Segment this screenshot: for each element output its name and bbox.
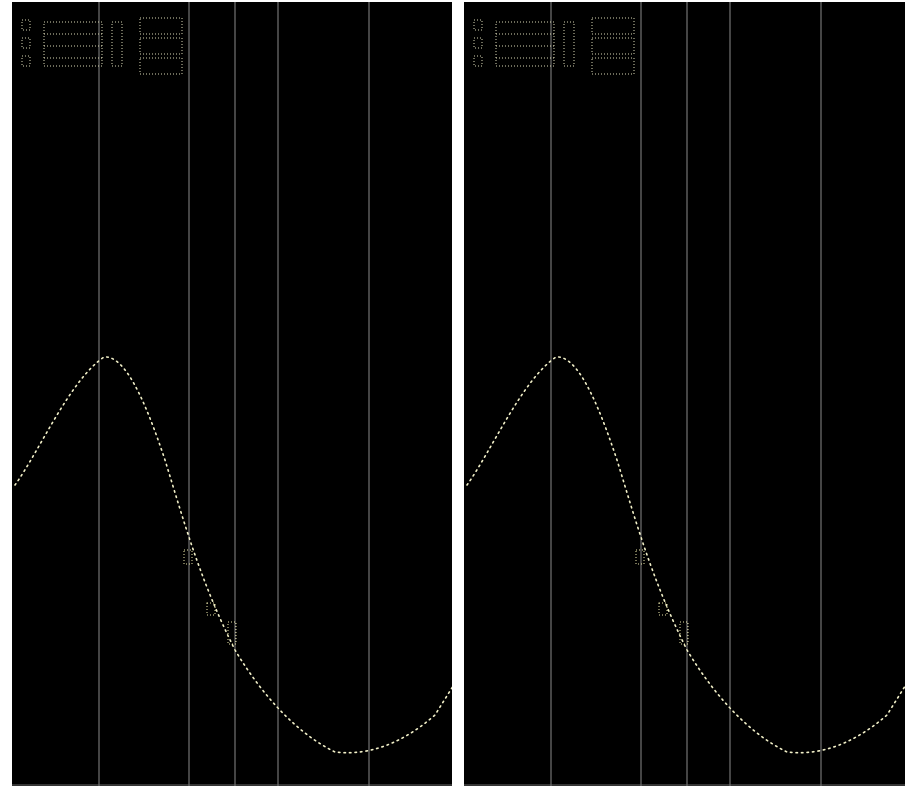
right-marker-3 bbox=[679, 621, 689, 645]
oscilloscope-screen-right bbox=[452, 0, 905, 788]
right-marker-2 bbox=[658, 602, 668, 616]
left-waveform-trace bbox=[14, 356, 453, 754]
right-marker-1 bbox=[635, 549, 645, 565]
oscilloscope-screen-left bbox=[12, 2, 453, 786]
left-marker-2 bbox=[206, 602, 216, 616]
left-measurement-readout bbox=[20, 16, 190, 78]
left-marker-3 bbox=[227, 621, 237, 645]
right-waveform-plot bbox=[452, 0, 905, 788]
right-waveform-trace bbox=[466, 356, 905, 754]
measurement-readout-icon bbox=[473, 17, 635, 75]
left-marker-1 bbox=[183, 549, 193, 565]
measurement-readout-icon bbox=[21, 17, 183, 75]
right-measurement-readout bbox=[472, 16, 642, 78]
right-screen-background bbox=[464, 2, 905, 786]
left-screen-background bbox=[12, 2, 453, 786]
left-waveform-plot bbox=[12, 2, 453, 786]
